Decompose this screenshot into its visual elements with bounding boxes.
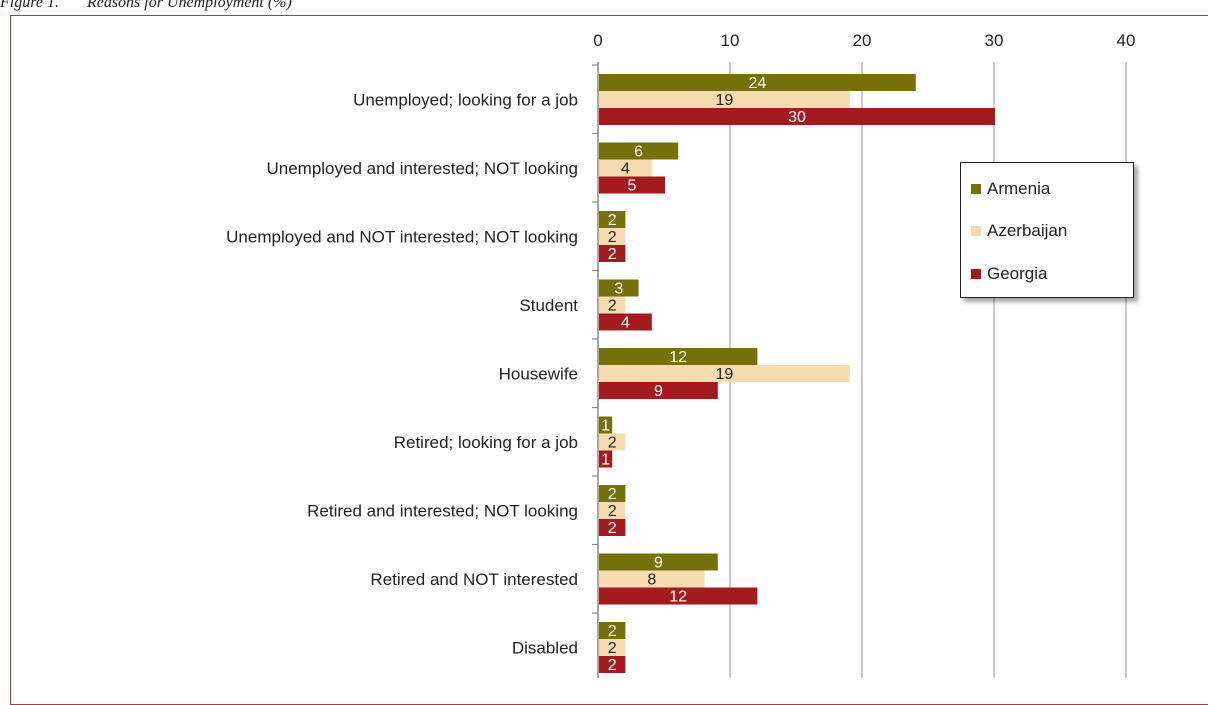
bar-georgia-unemployed-and-interested-not-looking	[599, 176, 665, 194]
legend-label-azerbaijan: Azerbaijan	[987, 221, 1068, 240]
data-label-georgia-unemployed-and-interested-not-looking: 5	[628, 178, 637, 195]
data-label-armenia-retired-looking-for-a-job: 1	[601, 418, 610, 435]
bar-armenia-student	[599, 279, 639, 297]
bar-armenia-retired-looking-for-a-job	[599, 416, 613, 434]
data-label-azerbaijan-retired-and-interested-not-looking: 2	[608, 503, 617, 520]
bar-azerbaijan-retired-and-interested-not-looking	[599, 502, 626, 519]
bar-armenia-unemployed-and-not-interested-not-looking	[599, 211, 626, 228]
data-label-azerbaijan-disabled: 2	[608, 640, 617, 657]
data-label-armenia-housewife: 12	[669, 349, 687, 366]
category-label-student: Student	[519, 296, 578, 315]
bar-georgia-unemployed-looking-for-a-job	[599, 108, 995, 125]
x-tick-label-40: 40	[1117, 31, 1136, 50]
bar-azerbaijan-disabled	[599, 639, 626, 656]
legend-label-armenia: Armenia	[987, 179, 1051, 198]
data-label-georgia-student: 4	[621, 315, 630, 332]
data-label-armenia-unemployed-and-not-interested-not-looking: 2	[608, 212, 617, 229]
category-label-disabled: Disabled	[512, 639, 578, 658]
category-label-retired-looking-for-a-job: Retired; looking for a job	[394, 433, 578, 452]
data-label-armenia-student: 3	[614, 281, 623, 298]
data-label-azerbaijan-unemployed-and-interested-not-looking: 4	[621, 161, 630, 178]
legend-item-azerbaijan: Azerbaijan	[971, 220, 1067, 242]
category-label-unemployed-and-not-interested-not-looking: Unemployed and NOT interested; NOT looki…	[226, 228, 578, 247]
data-label-azerbaijan-retired-and-not-interested: 8	[647, 572, 656, 589]
bar-armenia-unemployed-and-interested-not-looking	[599, 142, 679, 160]
data-label-georgia-retired-and-interested-not-looking: 2	[608, 520, 617, 537]
category-label-retired-and-not-interested: Retired and NOT interested	[370, 570, 578, 589]
bar-armenia-disabled	[599, 622, 626, 639]
bar-georgia-retired-and-interested-not-looking	[599, 519, 626, 536]
legend-label-georgia: Georgia	[987, 264, 1048, 283]
data-label-armenia-disabled: 2	[608, 623, 617, 640]
data-label-armenia-unemployed-looking-for-a-job: 24	[749, 75, 767, 92]
category-label-retired-and-interested-not-looking: Retired and interested; NOT looking	[307, 502, 578, 521]
legend-swatch-armenia	[971, 184, 981, 194]
data-label-azerbaijan-housewife: 19	[716, 366, 734, 383]
data-label-azerbaijan-student: 2	[608, 298, 617, 315]
bar-georgia-student	[599, 313, 652, 331]
bar-azerbaijan-retired-looking-for-a-job	[599, 433, 626, 451]
legend-swatch-georgia	[971, 269, 981, 279]
figure-caption: Figure 1. Reasons for Unemployment (%)	[0, 0, 292, 14]
bar-georgia-retired-looking-for-a-job	[599, 450, 613, 468]
bar-armenia-retired-and-interested-not-looking	[599, 485, 626, 502]
data-label-armenia-unemployed-and-interested-not-looking: 6	[634, 144, 643, 161]
category-label-unemployed-looking-for-a-job: Unemployed; looking for a job	[353, 91, 578, 110]
legend-item-georgia: Georgia	[971, 263, 1047, 285]
x-tick-label-30: 30	[985, 31, 1004, 50]
data-label-armenia-retired-and-not-interested: 9	[654, 555, 663, 572]
bar-azerbaijan-housewife	[599, 365, 850, 382]
bar-georgia-retired-and-not-interested	[599, 587, 758, 605]
data-label-georgia-unemployed-looking-for-a-job: 30	[788, 109, 806, 126]
category-label-unemployed-and-interested-not-looking: Unemployed and interested; NOT looking	[266, 159, 578, 178]
legend-swatch-azerbaijan	[971, 226, 981, 236]
x-tick-label-20: 20	[853, 31, 872, 50]
data-label-georgia-retired-looking-for-a-job: 1	[601, 452, 610, 469]
data-label-azerbaijan-unemployed-and-not-interested-not-looking: 2	[608, 229, 617, 246]
bar-armenia-retired-and-not-interested	[599, 553, 718, 571]
bar-azerbaijan-student	[599, 296, 626, 314]
bar-armenia-housewife	[599, 348, 758, 365]
x-tick-label-0: 0	[593, 31, 602, 50]
bar-azerbaijan-unemployed-and-not-interested-not-looking	[599, 228, 626, 245]
data-label-azerbaijan-unemployed-looking-for-a-job: 19	[716, 92, 734, 109]
bar-georgia-disabled	[599, 656, 626, 673]
x-tick-label-10: 10	[721, 31, 740, 50]
data-label-georgia-unemployed-and-not-interested-not-looking: 2	[608, 246, 617, 263]
bar-armenia-unemployed-looking-for-a-job	[599, 74, 916, 91]
data-label-armenia-retired-and-interested-not-looking: 2	[608, 486, 617, 503]
bar-azerbaijan-unemployed-looking-for-a-job	[599, 91, 850, 108]
bar-georgia-unemployed-and-not-interested-not-looking	[599, 245, 626, 262]
data-label-georgia-disabled: 2	[608, 657, 617, 674]
figure-number: Figure 1.	[0, 0, 59, 11]
legend-item-armenia: Armenia	[971, 178, 1050, 200]
data-label-georgia-housewife: 9	[654, 383, 663, 400]
data-label-georgia-retired-and-not-interested: 12	[669, 589, 687, 606]
data-label-azerbaijan-retired-looking-for-a-job: 2	[608, 435, 617, 452]
category-label-housewife: Housewife	[499, 365, 578, 384]
chart-legend: Armenia Azerbaijan Georgia	[960, 162, 1134, 298]
figure-title: Reasons for Unemployment (%)	[86, 0, 292, 11]
bar-azerbaijan-retired-and-not-interested	[599, 570, 705, 588]
bar-azerbaijan-unemployed-and-interested-not-looking	[599, 159, 652, 177]
bar-georgia-housewife	[599, 382, 718, 399]
